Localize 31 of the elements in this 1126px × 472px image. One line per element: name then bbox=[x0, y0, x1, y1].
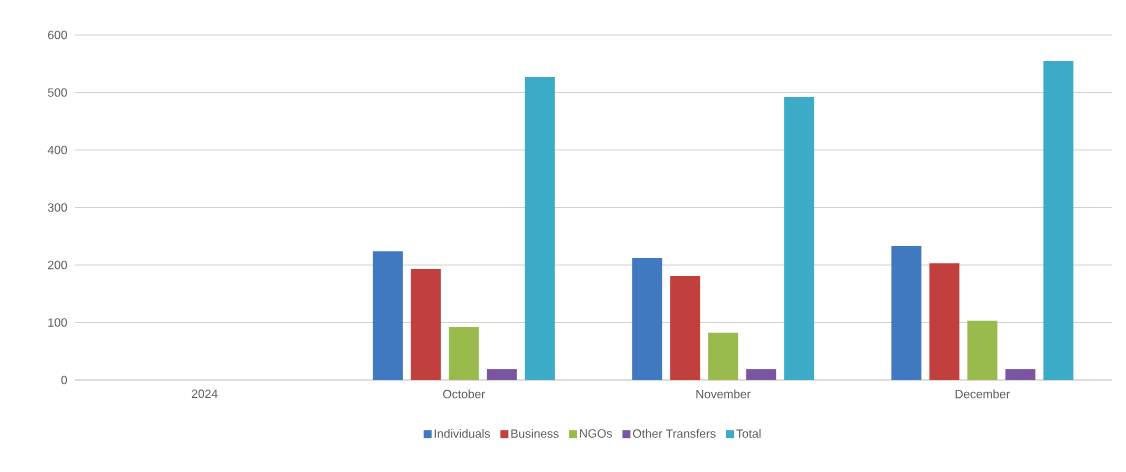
bar bbox=[967, 320, 998, 380]
y-tick-label: 500 bbox=[47, 88, 68, 97]
legend-label: NGOs bbox=[580, 429, 612, 438]
y-tick-label: 100 bbox=[48, 318, 68, 327]
legend-label: Individuals bbox=[434, 429, 490, 438]
y-tick-label: 400 bbox=[47, 145, 68, 155]
bar bbox=[524, 76, 555, 380]
x-tick-label: October bbox=[443, 389, 486, 399]
x-tick-label: 2024 bbox=[191, 389, 218, 399]
y-tick-label: 300 bbox=[47, 203, 68, 212]
bar bbox=[448, 327, 479, 380]
bar bbox=[1043, 60, 1074, 380]
bar bbox=[670, 275, 701, 380]
legend-label: Total bbox=[736, 429, 761, 438]
bar bbox=[708, 332, 739, 380]
bar bbox=[410, 269, 441, 380]
bar bbox=[746, 369, 777, 380]
bar bbox=[929, 263, 960, 380]
y-tick-label: 0 bbox=[61, 375, 68, 385]
bar bbox=[784, 97, 815, 380]
y-tick-label: 200 bbox=[48, 260, 68, 270]
y-tick-label: 600 bbox=[48, 30, 68, 40]
bar bbox=[372, 251, 403, 380]
bar bbox=[486, 369, 517, 380]
x-tick-label: November bbox=[696, 389, 751, 399]
bar bbox=[891, 246, 922, 380]
bar bbox=[1005, 369, 1036, 380]
bar bbox=[632, 258, 663, 380]
legend-label: Other Transfers bbox=[632, 429, 716, 438]
x-tick-label: December bbox=[955, 389, 1010, 399]
legend-label: Business bbox=[511, 429, 559, 438]
